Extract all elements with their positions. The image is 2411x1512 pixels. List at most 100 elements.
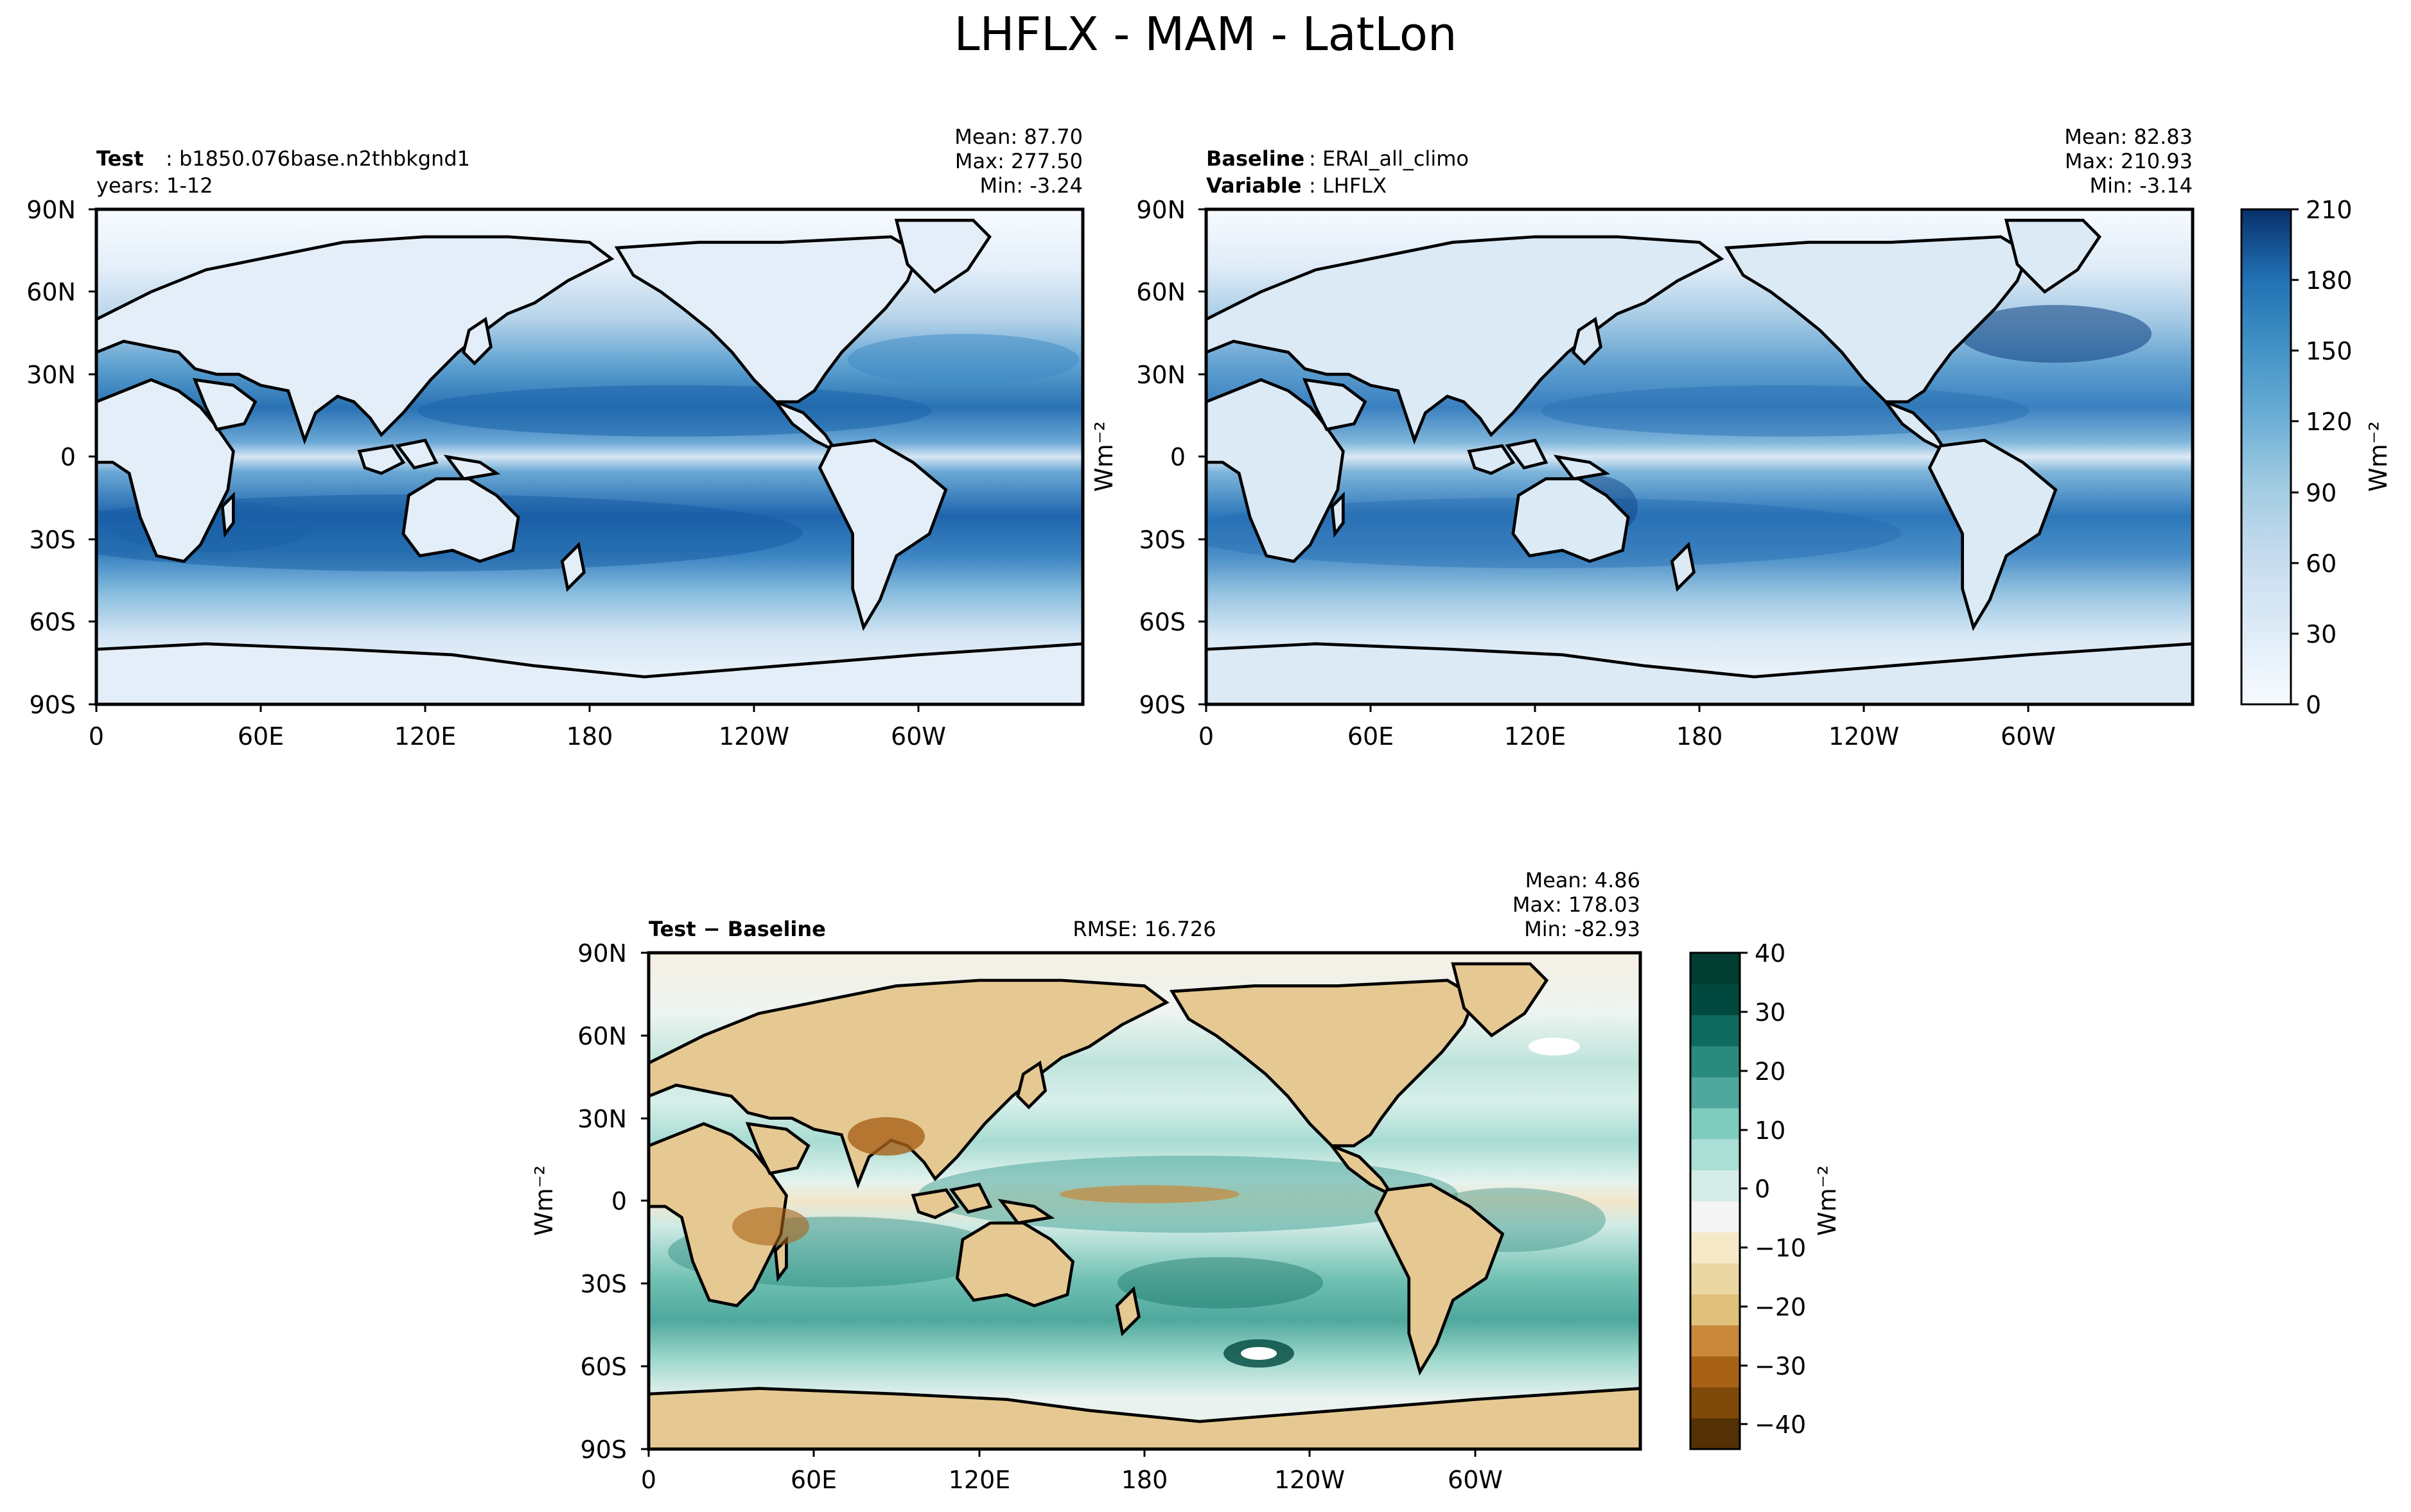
diff-xtick-0: 0: [641, 1466, 656, 1494]
diff-xtick-120w: 120W: [1274, 1466, 1345, 1494]
diff-yticks: 90N 60N 30N 0 30S 60S 90S: [577, 939, 627, 1464]
baseline-xtick-0: 0: [1198, 722, 1214, 751]
cb-blue-tick-30: 30: [2306, 620, 2336, 648]
test-min: Min: -3.24: [979, 173, 1083, 198]
test-ytick-60n: 60N: [26, 278, 76, 306]
diff-rmse: RMSE: 16.726: [1073, 917, 1216, 941]
baseline-label-key: Baseline: [1206, 146, 1304, 171]
cb-blue-tick-210: 210: [2306, 196, 2353, 224]
baseline-label-value: : ERAI_all_climo: [1309, 146, 1469, 171]
baseline-xtick-180: 180: [1676, 722, 1723, 751]
cb-blue-tick-180: 180: [2306, 266, 2353, 295]
diff-ytick-30n: 30N: [577, 1105, 627, 1133]
test-xtick-120e: 120E: [394, 722, 457, 751]
diff-xtick-120e: 120E: [949, 1466, 1011, 1494]
diff-xtick-60w: 60W: [1448, 1466, 1503, 1494]
cb-brbg-tick-m10: −10: [1755, 1234, 1806, 1262]
diff-min: Min: -82.93: [1524, 917, 1640, 941]
baseline-variable-value: : LHFLX: [1309, 173, 1387, 198]
cb-brbg-tick-20: 20: [1755, 1057, 1785, 1086]
colorbar-brbg-segment: [1690, 1077, 1740, 1109]
test-ytick-0: 0: [60, 443, 76, 471]
diff-ytick-90n: 90N: [577, 939, 627, 968]
baseline-ytick-0: 0: [1170, 443, 1186, 471]
colorbar-brbg-segment: [1690, 953, 1740, 984]
baseline-variable-key: Variable: [1206, 173, 1302, 198]
test-xtick-60e: 60E: [238, 722, 284, 751]
cb-brbg-tick-m40: −40: [1755, 1411, 1806, 1439]
test-ytick-60s: 60S: [30, 608, 76, 636]
colorbar-blue: 210 180 150 120 90 60 30 0 Wm⁻²: [2240, 196, 2392, 719]
test-ytick-30n: 30N: [26, 361, 76, 389]
diff-xticks: 0 60E 120E 180 120W 60W: [641, 1466, 1503, 1494]
test-ytick-90s: 90S: [30, 691, 76, 719]
diff-max: Max: 178.03: [1512, 892, 1640, 917]
colorbar-brbg-segment: [1690, 1387, 1740, 1419]
test-label-value: : b1850.076base.n2thbkgnd1: [166, 146, 470, 171]
test-years: years: 1-12: [96, 173, 213, 198]
baseline-panel: Baseline : ERAI_all_climo Variable : LHF…: [1090, 125, 2195, 751]
test-max: Max: 277.50: [955, 149, 1083, 173]
cb-blue-tick-150: 150: [2306, 337, 2353, 365]
colorbar-brbg-segment: [1690, 1108, 1740, 1140]
cb-brbg-label: Wm⁻²: [1813, 1165, 1841, 1236]
colorbar-brbg-segment: [1690, 1045, 1740, 1077]
colorbar-brbg-segment: [1690, 1356, 1740, 1387]
test-xticks: 0 60E 120E 180 120W 60W: [89, 722, 946, 751]
colorbar-brbg-segment: [1690, 1325, 1740, 1357]
colorbar-brbg-segment: [1690, 1263, 1740, 1295]
baseline-xtick-120e: 120E: [1504, 722, 1566, 751]
test-ytick-30s: 30S: [30, 526, 76, 554]
colorbar-brbg-segment: [1690, 1418, 1740, 1450]
test-ytick-90n: 90N: [26, 196, 76, 224]
cb-blue-tick-60: 60: [2306, 550, 2336, 578]
colorbar-brbg-segment: [1690, 984, 1740, 1016]
test-panel: Test : b1850.076base.n2thbkgnd1 years: 1…: [26, 125, 1085, 751]
baseline-xtick-60e: 60E: [1347, 722, 1394, 751]
colorbar-brbg-segment: [1690, 1201, 1740, 1233]
baseline-yticks: 90N 60N 30N 0 30S 60S 90S: [1136, 196, 1186, 719]
diff-ylabel: Wm⁻²: [530, 1165, 558, 1236]
diff-xtick-60e: 60E: [791, 1466, 837, 1494]
diff-xtick-180: 180: [1121, 1466, 1168, 1494]
baseline-mean: Mean: 82.83: [2064, 125, 2193, 149]
colorbar-blue-body: [2240, 208, 2292, 706]
baseline-ytick-30s: 30S: [1139, 526, 1186, 554]
test-xtick-120w: 120W: [719, 722, 789, 751]
test-yticks: 90N 60N 30N 0 30S 60S 90S: [26, 196, 76, 719]
colorbar-brbg-segment: [1690, 1014, 1740, 1047]
diff-ytick-90s: 90S: [581, 1436, 627, 1464]
baseline-ytick-90s: 90S: [1139, 691, 1186, 719]
baseline-xtick-60w: 60W: [2001, 722, 2056, 751]
diff-ytick-30s: 30S: [581, 1270, 627, 1298]
test-xtick-0: 0: [89, 722, 104, 751]
colorbar-brbg-segment: [1690, 1138, 1740, 1170]
baseline-ytick-60n: 60N: [1136, 278, 1186, 306]
test-xtick-180: 180: [566, 722, 613, 751]
test-xtick-60w: 60W: [891, 722, 946, 751]
cb-blue-tick-0: 0: [2306, 691, 2321, 719]
figure-title: LHFLX - MAM - LatLon: [954, 7, 1457, 61]
baseline-ytick-60s: 60S: [1139, 608, 1186, 636]
test-mean: Mean: 87.70: [954, 125, 1083, 149]
colorbar-brbg-segments: [1690, 953, 1740, 1450]
diff-ytick-0: 0: [611, 1187, 627, 1215]
test-label-key: Test: [96, 146, 144, 171]
baseline-ytick-90n: 90N: [1136, 196, 1186, 224]
baseline-min: Min: -3.14: [2089, 173, 2193, 198]
diff-mean: Mean: 4.86: [1525, 868, 1640, 892]
baseline-xtick-120w: 120W: [1828, 722, 1899, 751]
cb-blue-tick-90: 90: [2306, 479, 2336, 507]
cb-brbg-tick-0: 0: [1755, 1175, 1770, 1203]
baseline-max: Max: 210.93: [2065, 149, 2193, 173]
diff-ytick-60n: 60N: [577, 1022, 627, 1050]
cb-blue-label: Wm⁻²: [2364, 421, 2392, 492]
colorbar-brbg-segment: [1690, 1231, 1740, 1264]
baseline-xticks: 0 60E 120E 180 120W 60W: [1198, 722, 2056, 751]
cb-brbg-tick-m30: −30: [1755, 1352, 1806, 1380]
diff-panel: Test − Baseline RMSE: 16.726 Mean: 4.86 …: [530, 868, 1642, 1494]
colorbar-brbg-segment: [1690, 1294, 1740, 1326]
colorbar-brbg: 40 30 20 10 0 −10 −20 −30 −40 Wm⁻²: [1689, 939, 1841, 1450]
colorbar-brbg-frame: [1689, 952, 1741, 1450]
colorbar-brbg-segment: [1690, 1170, 1740, 1202]
